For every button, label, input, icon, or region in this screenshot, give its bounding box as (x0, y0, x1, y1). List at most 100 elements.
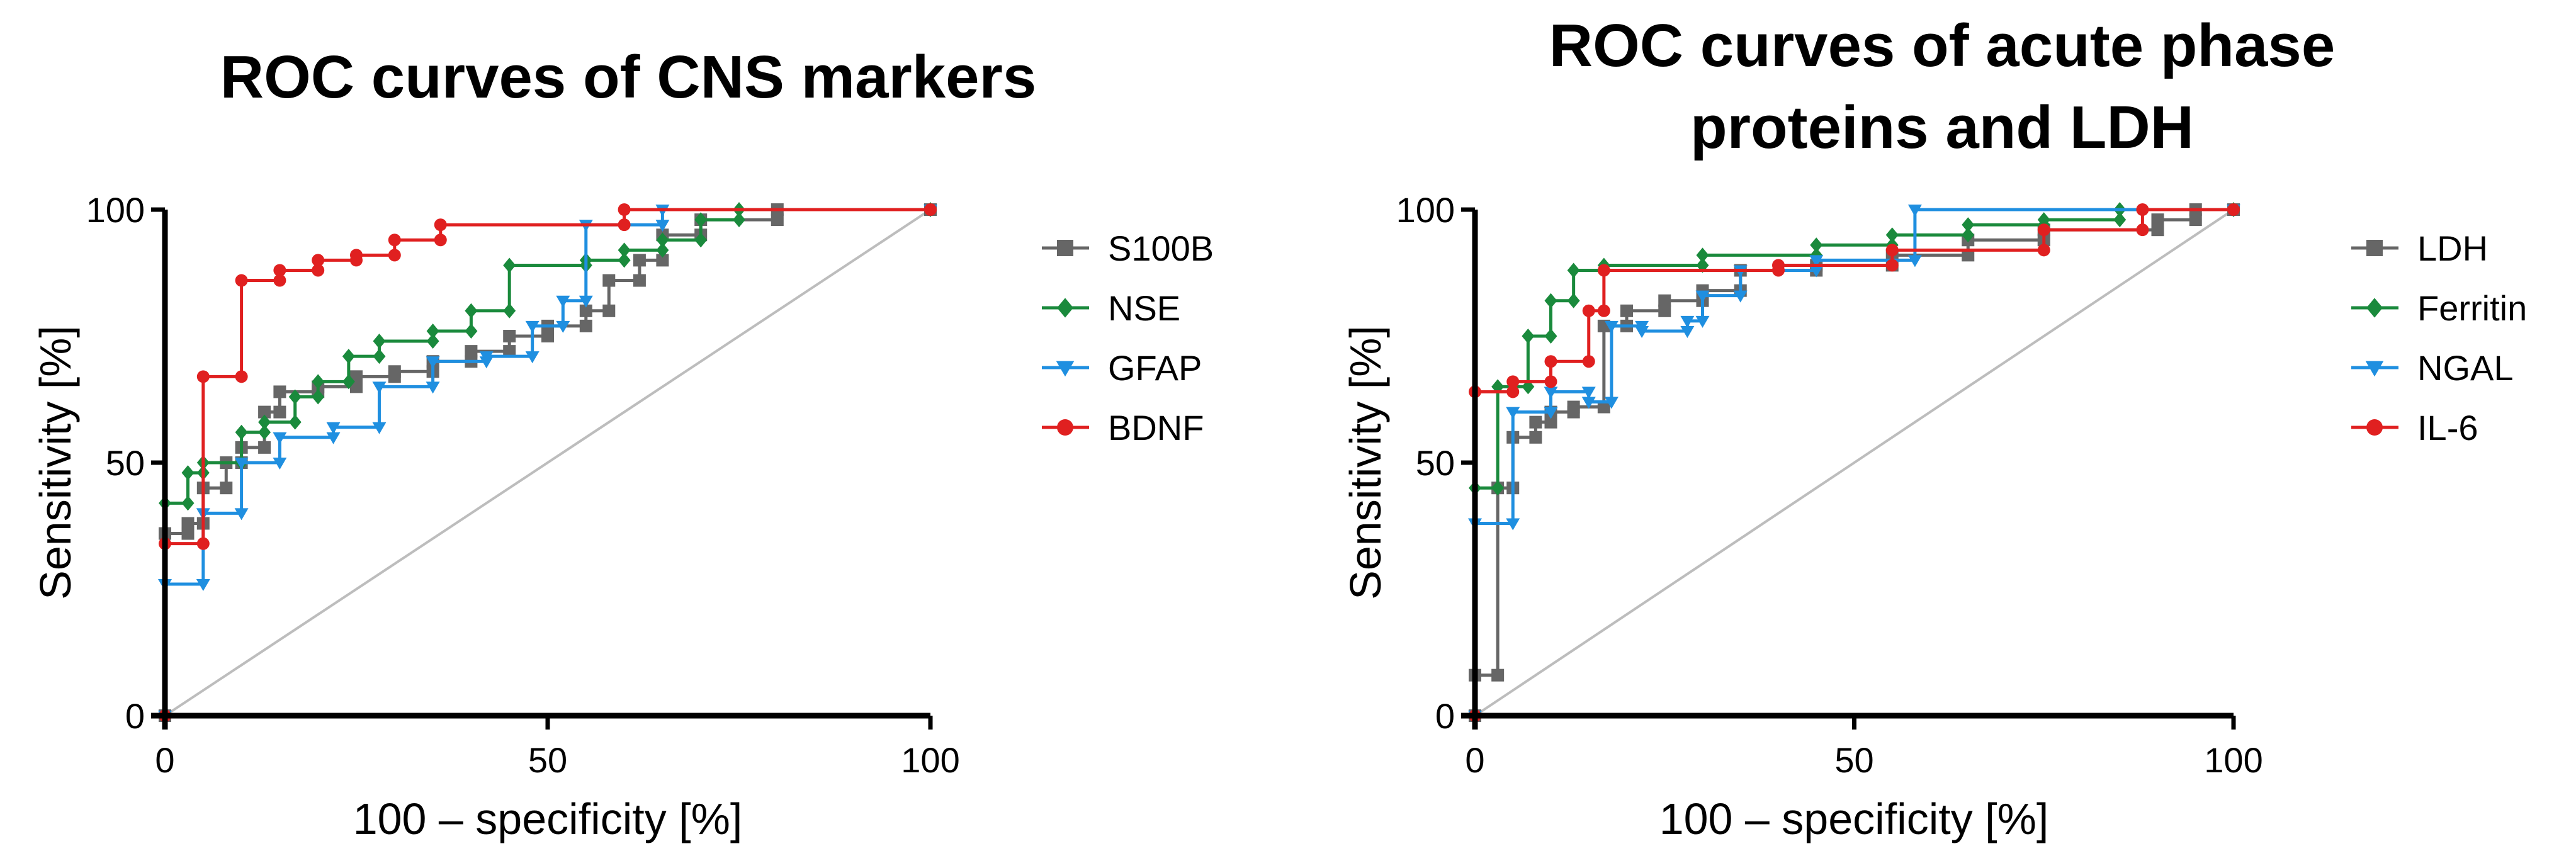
data-point (388, 234, 401, 247)
data-point (1529, 415, 1542, 429)
data-point (235, 370, 248, 383)
data-point (258, 441, 271, 454)
data-point (426, 334, 439, 349)
data-point (434, 218, 447, 232)
y-tick-label: 0 (1435, 696, 1455, 736)
data-point (235, 424, 248, 440)
y-axis-label: Sensitivity [%] (1341, 325, 1390, 600)
data-point (258, 414, 271, 430)
data-point (326, 432, 341, 444)
x-tick-label: 50 (1834, 740, 1873, 780)
roc-chart-acute-phase-proteins: ROC curves of acute phase proteins and LD… (1341, 12, 2527, 843)
data-point (656, 254, 669, 267)
data-point (1604, 397, 1618, 409)
data-point (388, 365, 401, 378)
data-point (196, 370, 210, 383)
chart-title-line: ROC curves of CNS markers (220, 43, 1037, 111)
reference-diagonal-line (164, 208, 932, 717)
data-point (273, 385, 286, 398)
legend-item-s100b: S100B (1042, 228, 1214, 268)
data-point (1544, 386, 1558, 399)
data-point (2136, 223, 2149, 237)
x-tick-label: 0 (155, 740, 174, 780)
data-point (1506, 375, 1520, 388)
legend-label: NSE (1108, 288, 1180, 328)
data-point (618, 252, 631, 268)
data-point (465, 345, 478, 358)
data-point (181, 465, 195, 481)
data-point (633, 254, 646, 267)
roc-chart-cns-markers: ROC curves of CNS markers 0 50 100 0 50 100 100… (31, 43, 1214, 843)
series-gfap (158, 205, 937, 723)
legend-item-ferritin: Ferritin (2351, 288, 2527, 328)
data-point (2037, 223, 2050, 237)
data-point (258, 424, 271, 440)
data-point (1581, 386, 1596, 399)
legend: LDH Ferritin NGAL IL-6 (2351, 228, 2527, 448)
data-point (1567, 262, 1580, 278)
data-point (618, 242, 631, 258)
data-point (350, 249, 363, 262)
data-point (602, 304, 616, 317)
x-axis-label: 100 – specificity [%] (353, 794, 743, 843)
data-point (220, 482, 233, 495)
data-point (1885, 259, 1899, 272)
data-point (426, 323, 439, 339)
x-tick-label: 0 (1465, 740, 1484, 780)
data-point (196, 578, 210, 591)
legend-item-ngal: NGAL (2351, 348, 2514, 388)
data-point (1567, 293, 1580, 308)
legend-marker (1057, 419, 1073, 436)
data-point (2151, 223, 2164, 237)
data-point (618, 203, 631, 216)
data-point (1885, 244, 1899, 257)
data-point (1810, 237, 1823, 253)
data-point (426, 381, 440, 394)
data-point (234, 508, 249, 521)
data-point (1696, 247, 1709, 263)
data-point (2037, 244, 2050, 257)
data-point (579, 295, 593, 308)
data-point (503, 330, 516, 342)
data-point (525, 351, 539, 364)
x-axis-label: 100 – specificity [%] (1659, 794, 2049, 843)
series-bdnf (159, 203, 937, 722)
data-point (1544, 375, 1557, 388)
data-point (556, 295, 570, 308)
data-point (479, 351, 494, 364)
data-point (1506, 518, 1520, 531)
data-point (1544, 407, 1558, 419)
data-point (1680, 315, 1695, 328)
data-point (373, 349, 386, 364)
data-point (181, 517, 195, 530)
data-point (656, 232, 669, 248)
data-point (1733, 290, 1748, 303)
data-point (342, 374, 355, 390)
data-point (1772, 259, 1785, 272)
data-point (273, 264, 286, 277)
legend-item-nse: NSE (1042, 288, 1180, 328)
data-point (541, 330, 554, 342)
data-point (1809, 255, 1824, 268)
data-point (1544, 415, 1557, 429)
data-point (1506, 407, 1520, 419)
data-point (556, 320, 570, 333)
data-point (288, 389, 302, 405)
y-tick-label: 100 (86, 190, 145, 230)
legend-marker (2366, 419, 2383, 436)
legend-marker (1056, 361, 1075, 377)
data-point (326, 422, 341, 434)
data-point (342, 349, 355, 364)
data-point (2189, 213, 2202, 227)
data-point (1809, 265, 1824, 278)
data-point (1582, 304, 1595, 317)
data-point (196, 537, 210, 550)
data-point (181, 527, 195, 540)
data-point (181, 495, 195, 511)
data-point (503, 257, 516, 273)
x-tick-label: 50 (528, 740, 567, 780)
data-point (503, 345, 516, 358)
data-point (312, 264, 325, 277)
data-point (503, 303, 516, 318)
data-point (1491, 480, 1505, 496)
